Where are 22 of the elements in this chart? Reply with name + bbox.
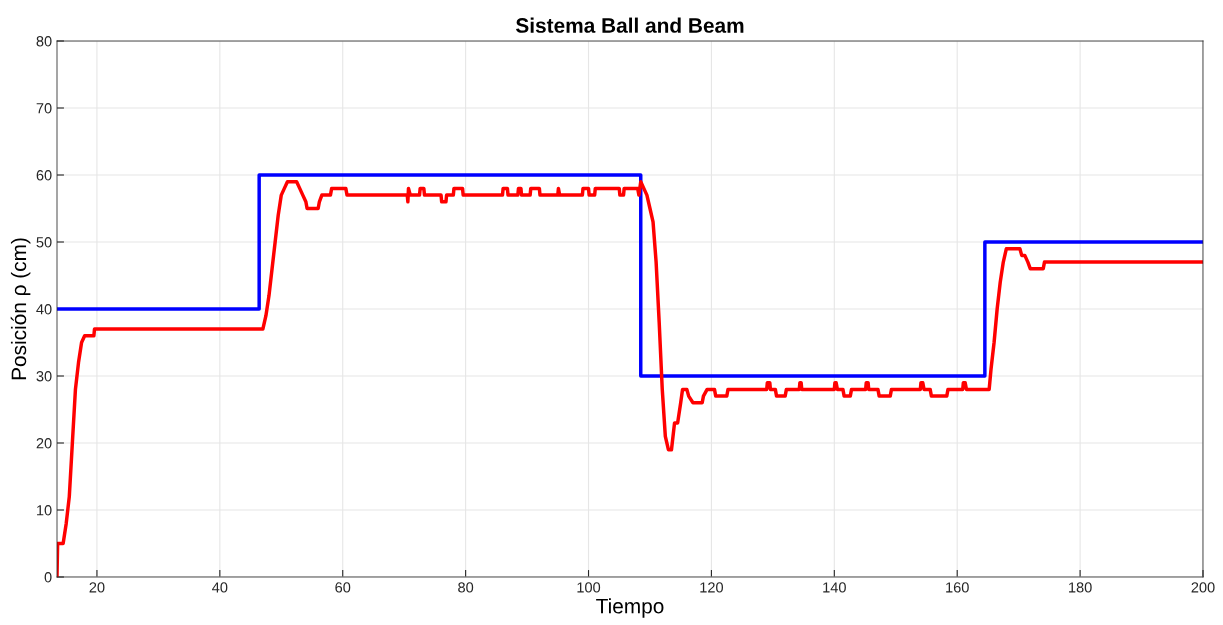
x-tick-label: 40 — [212, 582, 228, 593]
y-axis-title: Posición ρ (cm) — [10, 238, 31, 380]
y-tick-label: 60 — [36, 170, 52, 181]
chart-title: Sistema Ball and Beam — [515, 17, 744, 33]
y-tick-label: 80 — [36, 36, 52, 47]
x-tick-label: 100 — [577, 582, 601, 593]
x-tick-label: 60 — [335, 582, 351, 593]
y-tick-label: 70 — [36, 103, 52, 114]
y-tick-label: 10 — [37, 505, 52, 516]
y-tick-label: 30 — [36, 371, 52, 382]
x-tick-label: 140 — [823, 582, 846, 593]
x-tick-label: 200 — [1191, 582, 1215, 593]
x-tick-label: 120 — [700, 582, 724, 593]
x-tick-label: 20 — [89, 582, 105, 593]
x-axis-title: Tiempo — [596, 598, 664, 618]
x-tick-label: 160 — [946, 582, 969, 593]
x-tick-label: 80 — [458, 582, 474, 593]
y-tick-label: 0 — [44, 572, 52, 583]
x-tick-label: 180 — [1069, 582, 1092, 593]
y-tick-label: 20 — [36, 438, 52, 449]
y-tick-label: 40 — [36, 304, 52, 315]
y-tick-label: 50 — [36, 237, 52, 248]
